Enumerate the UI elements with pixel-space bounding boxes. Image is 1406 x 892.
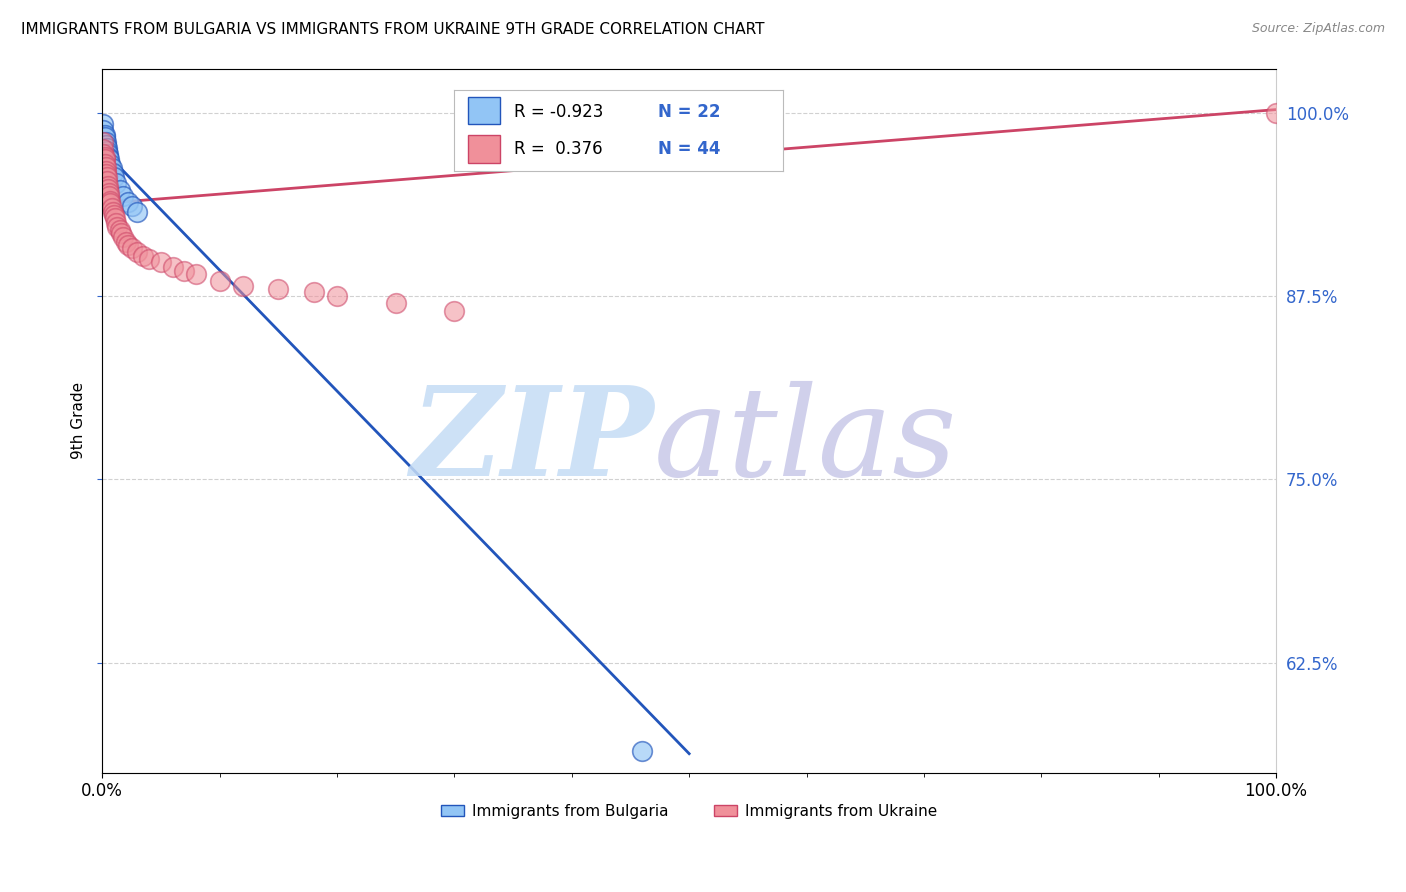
Point — [101, 205, 124, 219]
Point — [94, 164, 117, 178]
Point — [104, 211, 127, 226]
Point — [112, 189, 135, 203]
Point — [96, 141, 118, 155]
Point — [96, 170, 118, 185]
Point — [93, 130, 115, 145]
Legend: Immigrants from Bulgaria, Immigrants from Ukraine: Immigrants from Bulgaria, Immigrants fro… — [436, 797, 943, 825]
Point — [94, 167, 117, 181]
Point — [443, 303, 465, 318]
Point — [127, 205, 149, 219]
Point — [100, 194, 122, 208]
Point — [1265, 105, 1288, 120]
Point — [208, 274, 231, 288]
Point — [100, 201, 122, 215]
Point — [326, 289, 349, 303]
Point — [100, 196, 122, 211]
Point — [100, 157, 122, 171]
Point — [138, 252, 160, 267]
Point — [98, 189, 121, 203]
Text: IMMIGRANTS FROM BULGARIA VS IMMIGRANTS FROM UKRAINE 9TH GRADE CORRELATION CHART: IMMIGRANTS FROM BULGARIA VS IMMIGRANTS F… — [21, 22, 765, 37]
Point — [132, 249, 155, 263]
Point — [100, 161, 122, 176]
Point — [110, 226, 132, 240]
Point — [97, 146, 120, 161]
Y-axis label: 9th Grade: 9th Grade — [72, 382, 86, 459]
Point — [93, 142, 115, 156]
Point — [112, 230, 135, 244]
Point — [97, 178, 120, 193]
Point — [105, 216, 128, 230]
Point — [173, 264, 195, 278]
Point — [93, 128, 115, 142]
Point — [107, 219, 129, 234]
Point — [121, 240, 143, 254]
Point — [94, 160, 117, 174]
Point — [267, 282, 290, 296]
Point — [97, 182, 120, 196]
Point — [121, 199, 143, 213]
Point — [108, 183, 131, 197]
Point — [384, 296, 406, 310]
Point — [96, 144, 118, 158]
Point — [94, 135, 117, 149]
Point — [98, 186, 121, 201]
Point — [162, 260, 184, 274]
Point — [98, 153, 121, 167]
Point — [631, 744, 654, 758]
Point — [108, 223, 131, 237]
Point — [302, 285, 325, 299]
Point — [93, 117, 115, 131]
Point — [97, 150, 120, 164]
Point — [93, 153, 115, 167]
Point — [94, 137, 117, 152]
Point — [93, 146, 115, 161]
Point — [149, 255, 172, 269]
Text: atlas: atlas — [654, 381, 957, 502]
Point — [232, 278, 254, 293]
Point — [93, 123, 115, 137]
Point — [105, 176, 128, 190]
Point — [114, 235, 136, 249]
Point — [96, 174, 118, 188]
Point — [117, 237, 139, 252]
Point — [101, 166, 124, 180]
Text: ZIP: ZIP — [411, 381, 654, 502]
Point — [103, 170, 125, 185]
Point — [184, 267, 207, 281]
Point — [127, 244, 149, 259]
Point — [93, 157, 115, 171]
Point — [93, 150, 115, 164]
Text: Source: ZipAtlas.com: Source: ZipAtlas.com — [1251, 22, 1385, 36]
Point — [103, 208, 125, 222]
Point — [117, 194, 139, 209]
Point — [93, 135, 115, 149]
